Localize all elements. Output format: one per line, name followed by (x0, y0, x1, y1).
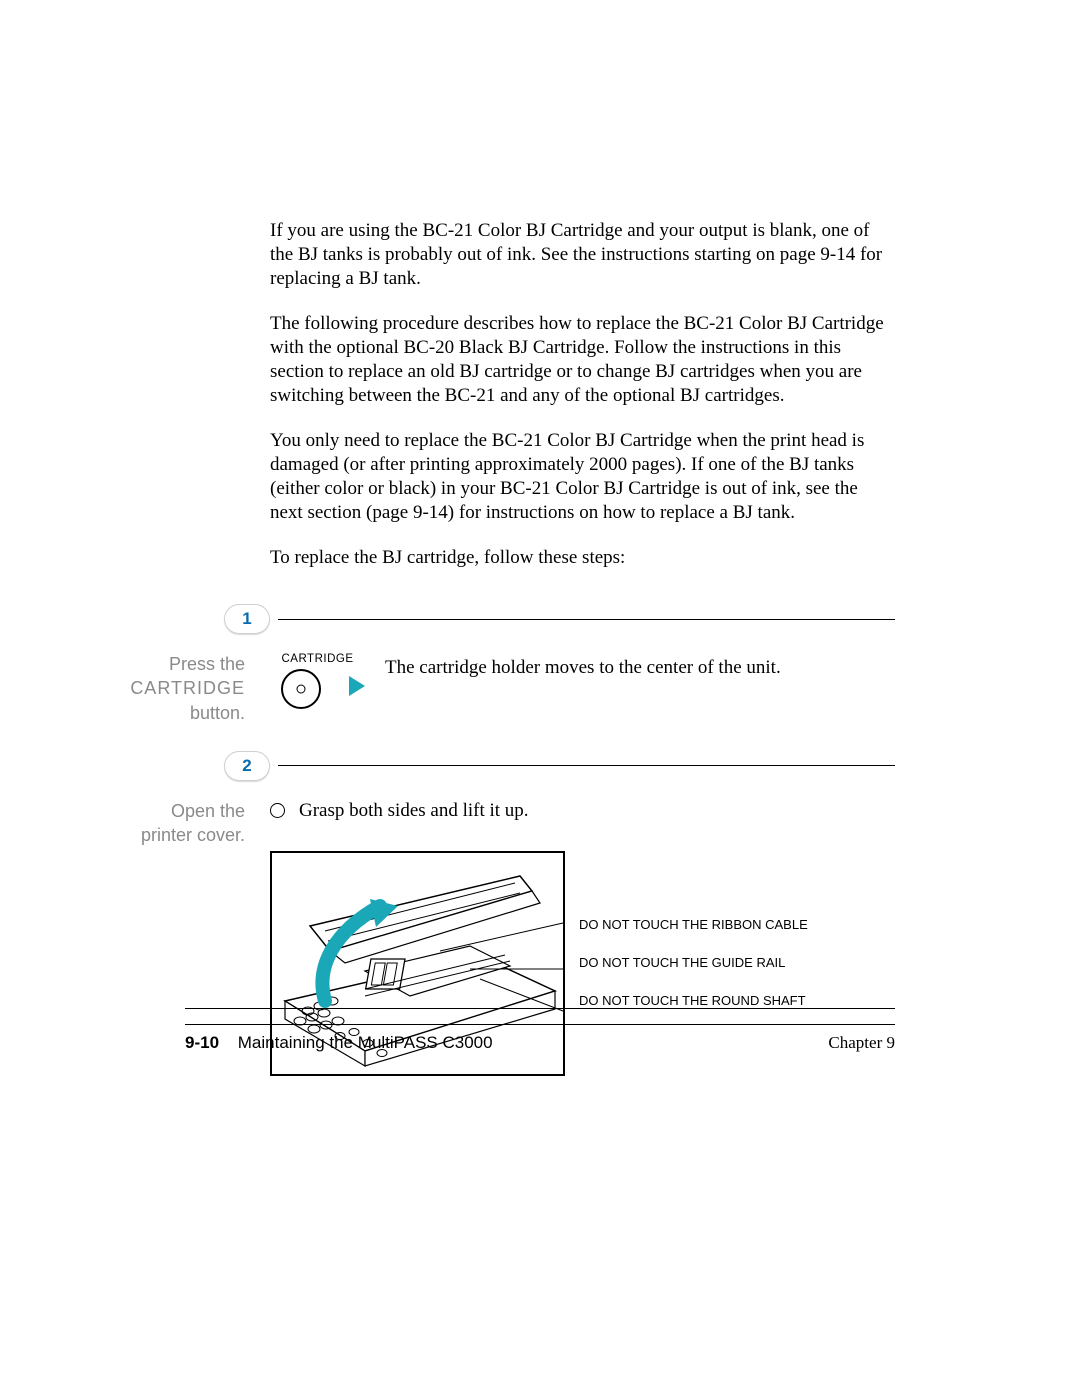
paragraph-3: You only need to replace the BC-21 Color… (270, 429, 895, 524)
step-2-left-line2: printer cover. (115, 823, 245, 847)
step-1-body: Press the CARTRIDGE button. CARTRIDGE (15, 652, 895, 725)
step-1-result-text: The cartridge holder moves to the center… (385, 652, 895, 680)
manual-page: If you are using the BC-21 Color BJ Cart… (0, 0, 1080, 1397)
step-1-left-line2: CARTRIDGE (115, 676, 245, 700)
callout-guide-rail: DO NOT TOUCH THE GUIDE RAIL (579, 955, 808, 971)
step-1-graphic-row: CARTRIDGE The cartridge holder moves to … (270, 652, 895, 709)
step-2-text: Grasp both sides and lift it up. (299, 799, 529, 823)
step-1-rule (278, 619, 895, 620)
paragraph-1: If you are using the BC-21 Color BJ Cart… (270, 219, 895, 290)
step-2-left-line1: Open the (115, 799, 245, 823)
callout-ribbon-cable: DO NOT TOUCH THE RIBBON CABLE (579, 917, 808, 933)
footer-rule-upper (185, 1008, 895, 1009)
step-1-header: 1 (15, 604, 895, 634)
step-1-left-line1: Press the (115, 652, 245, 676)
step-2-header: 2 (15, 751, 895, 781)
cartridge-button-icon (281, 669, 321, 709)
paragraph-4: To replace the BJ cartridge, follow thes… (270, 546, 895, 570)
paragraph-2: The following procedure describes how to… (270, 312, 895, 407)
cartridge-button-graphic: CARTRIDGE (270, 652, 365, 709)
footer-chapter: Chapter 9 (828, 1033, 895, 1053)
page-footer: 9-10 Maintaining the MultiPASS C3000 Cha… (185, 1033, 895, 1053)
play-arrow-icon (349, 676, 365, 703)
step-1-instruction: Press the CARTRIDGE button. (15, 652, 270, 725)
diagram-callouts: DO NOT TOUCH THE RIBBON CABLE DO NOT TOU… (579, 917, 808, 1010)
step-1-left-line3: button. (115, 701, 245, 725)
bullet-circle-icon (270, 803, 285, 818)
cartridge-button-label: CARTRIDGE (270, 652, 365, 666)
step-1-number-pill: 1 (224, 604, 270, 634)
step-2-bullet-line: Grasp both sides and lift it up. (270, 799, 895, 823)
footer-section-title: Maintaining the MultiPASS C3000 (238, 1033, 493, 1052)
footer-rule-lower (185, 1024, 895, 1025)
footer-page-number: 9-10 (185, 1033, 219, 1052)
step-2-rule (278, 765, 895, 766)
step-2-number-pill: 2 (224, 751, 270, 781)
